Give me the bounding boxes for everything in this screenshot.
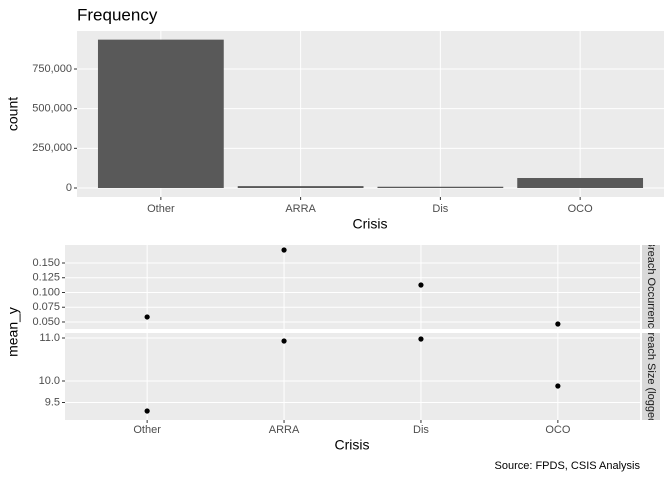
x-tick-label: Dis	[413, 424, 429, 436]
point	[555, 321, 561, 327]
x-tick-label: Dis	[432, 203, 448, 215]
strip-label: Breach Size (logged)	[645, 325, 657, 428]
x-tick-label: ARRA	[285, 203, 316, 215]
point	[418, 336, 424, 342]
y-tick-label: 0.075	[32, 301, 60, 313]
strip	[642, 245, 660, 329]
y-tick-label: 0.050	[32, 316, 60, 328]
x-tick-label: Other	[133, 424, 161, 436]
y-tick-label: 11.0	[39, 332, 60, 344]
x-axis-label: Crisis	[353, 216, 388, 232]
y-tick-label: 9.5	[45, 396, 60, 408]
y-tick-label: 0	[66, 182, 72, 194]
point	[418, 282, 424, 288]
bar	[517, 178, 644, 189]
caption: Source: FPDS, CSIS Analysis	[495, 460, 641, 472]
y-axis-label: count	[5, 97, 21, 131]
y-axis-label: mean_y	[5, 307, 21, 357]
bar	[377, 186, 504, 189]
y-tick-label: 0.100	[32, 286, 60, 298]
strip-group: Breach Size (logged)	[645, 325, 657, 428]
point	[281, 247, 287, 253]
point	[555, 383, 561, 389]
point	[144, 314, 150, 320]
panel-background	[65, 333, 640, 420]
y-tick-label: 500,000	[32, 103, 72, 115]
x-tick-label: ARRA	[269, 424, 300, 436]
y-tick-label: 750,000	[32, 63, 72, 75]
x-tick-label: Other	[147, 203, 175, 215]
bar	[237, 186, 364, 189]
y-tick-label: 250,000	[32, 142, 72, 154]
y-tick-label: 10.0	[39, 375, 60, 387]
x-tick-label: OCO	[568, 203, 594, 215]
point	[144, 408, 150, 414]
strip-group: Breach Occurrence	[645, 240, 657, 335]
y-tick-label: 0.150	[32, 257, 60, 269]
y-tick-label: 0.125	[32, 272, 60, 284]
strip	[642, 333, 660, 420]
x-axis-label: Crisis	[335, 437, 370, 453]
bar	[97, 39, 224, 189]
x-tick-label: OCO	[545, 424, 571, 436]
chart-title: Frequency	[77, 5, 158, 24]
point	[281, 338, 287, 344]
panel-background	[65, 245, 640, 329]
strip-label: Breach Occurrence	[645, 240, 657, 335]
